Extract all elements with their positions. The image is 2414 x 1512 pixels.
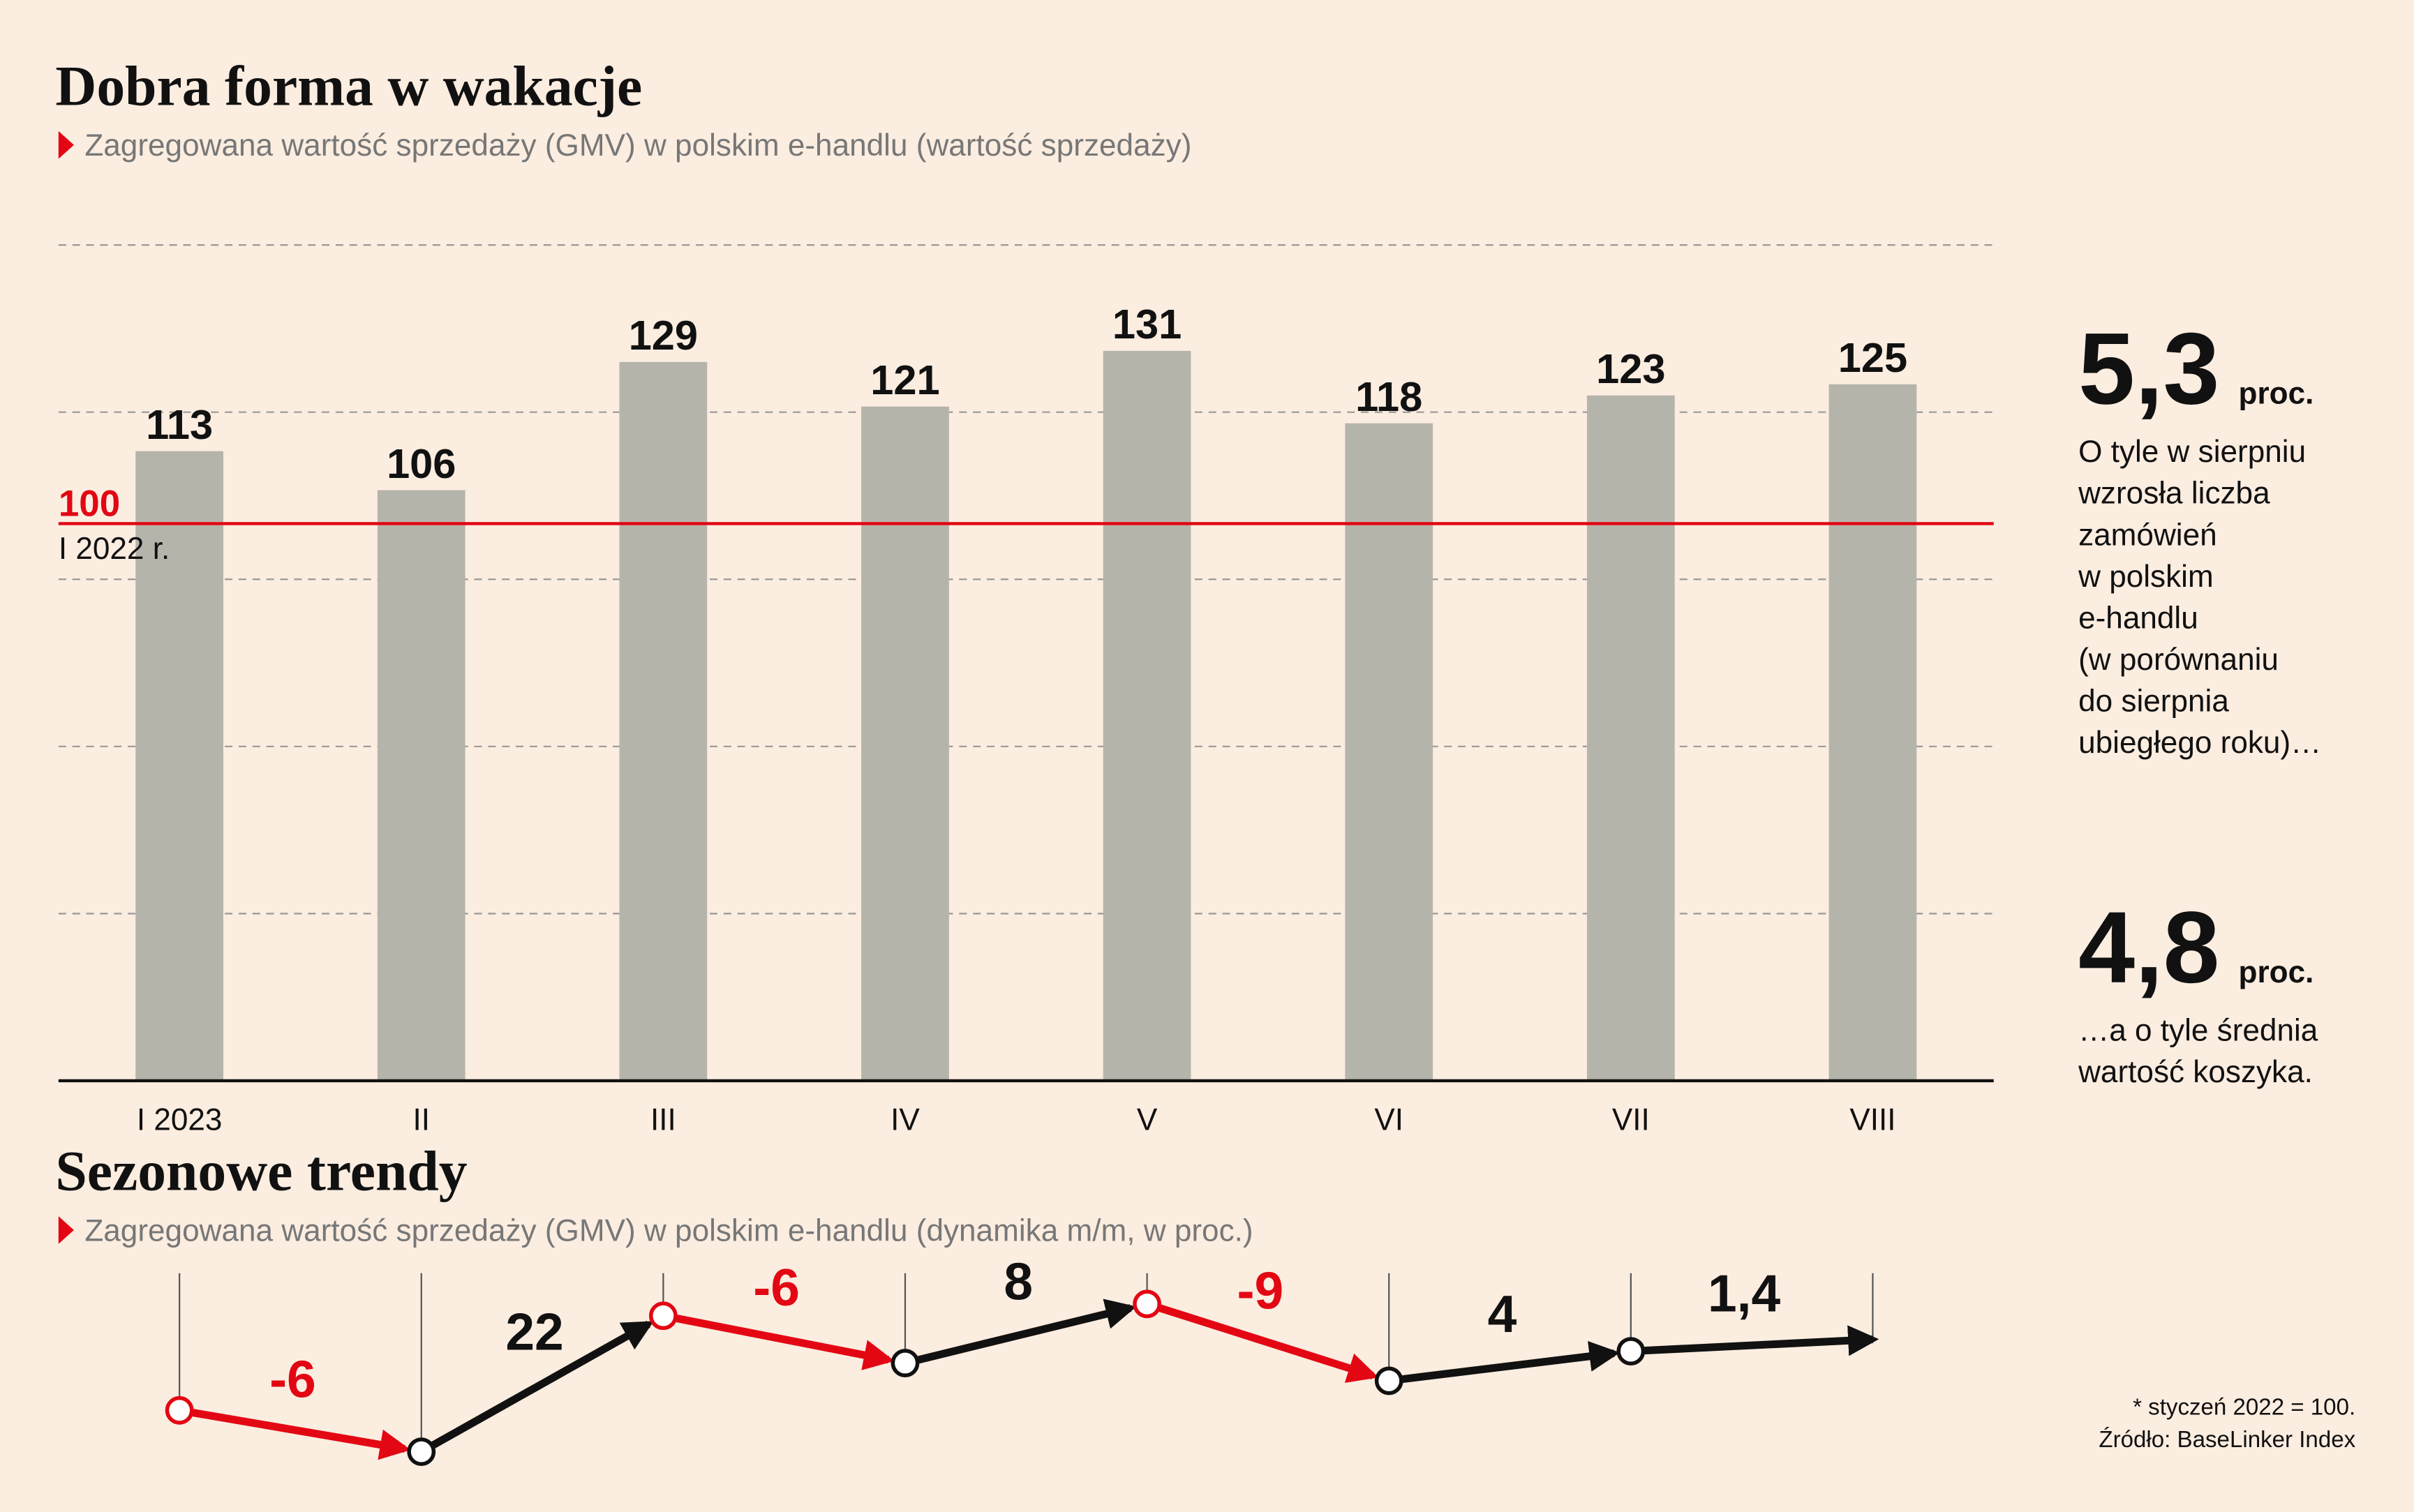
value-label: 129 [629,312,698,359]
value-label: 123 [1596,345,1665,392]
index-point [407,1437,436,1467]
annotation-text: zamówień [2078,518,2217,552]
x-tick-label: V [1137,1103,1158,1137]
reference-label: 100 [59,483,120,524]
index-point [165,1395,194,1425]
change-arrow [192,1409,411,1460]
big-number: 5,3 [2078,311,2219,425]
chart-title: Dobra forma w wakacje [55,54,642,117]
annotation-text: …a o tyle średnia [2078,1014,2318,1048]
change-label: 1,4 [1708,1264,1781,1323]
bar [1828,384,1917,1081]
x-tick-label: VI [1374,1103,1403,1137]
annotation-text: O tyle w sierpniu [2078,435,2306,469]
bar [1586,395,1675,1081]
x-tick-label: VIII [1849,1103,1895,1137]
annotation-text: do sierpnia [2078,684,2229,719]
chart-title: Sezonowe trendy [55,1139,467,1203]
change-arrow [1402,1340,1620,1384]
x-tick-label: VII [1612,1103,1650,1137]
value-label: 121 [870,357,939,403]
chart-subtitle: Zagregowana wartość sprzedaży (GMV) w po… [84,128,1191,163]
index-point [1374,1366,1403,1395]
value-label: 113 [146,401,213,448]
bar [619,361,708,1081]
change-label: 4 [1488,1285,1517,1343]
bar [861,406,949,1081]
big-number-unit: proc. [2239,955,2314,989]
annotation-text: wzrosła liczba [2078,477,2270,511]
subtitle-marker [58,130,74,159]
index-point [1133,1289,1162,1319]
change-label: -6 [269,1349,316,1408]
big-number-unit: proc. [2239,376,2314,410]
index-point [1616,1337,1646,1366]
bar [135,451,224,1081]
annotation-text: wartość koszyka. [2078,1055,2313,1089]
x-tick-label: II [412,1103,430,1137]
change-arrow [431,1320,654,1449]
x-tick-label: III [650,1103,676,1137]
x-tick-label: IV [891,1103,920,1137]
change-arrow [1644,1325,1879,1356]
value-label: 125 [1838,334,1907,381]
change-label: -9 [1237,1261,1284,1319]
annotation-text: w polskim [2078,560,2214,594]
change-arrow [1158,1304,1379,1383]
index-point [648,1301,678,1331]
annotation-text: ubiegłego roku)… [2078,726,2321,760]
value-label: 106 [387,440,456,487]
source: Źródło: BaseLinker Index [2099,1427,2355,1453]
change-arrow [917,1298,1137,1364]
reference-note: I 2022 r. [59,532,170,566]
annotation-text: (w porównaniu [2078,643,2279,677]
value-label: 118 [1355,373,1422,420]
change-label: 8 [1004,1252,1033,1311]
bar [377,490,465,1081]
change-label: 22 [505,1303,563,1361]
footnote: * styczeń 2022 = 100. [2133,1395,2355,1421]
value-label: 131 [1112,301,1182,347]
big-number: 4,8 [2078,890,2219,1004]
change-label: -6 [753,1258,800,1317]
subtitle-marker [58,1216,74,1244]
annotation-text: e-handlu [2078,601,2198,635]
index-point [891,1349,920,1377]
bar [1345,423,1433,1081]
bar [1103,350,1191,1081]
change-arrow [676,1315,895,1370]
x-tick-label: I 2023 [137,1103,223,1137]
chart-subtitle: Zagregowana wartość sprzedaży (GMV) w po… [84,1213,1253,1248]
